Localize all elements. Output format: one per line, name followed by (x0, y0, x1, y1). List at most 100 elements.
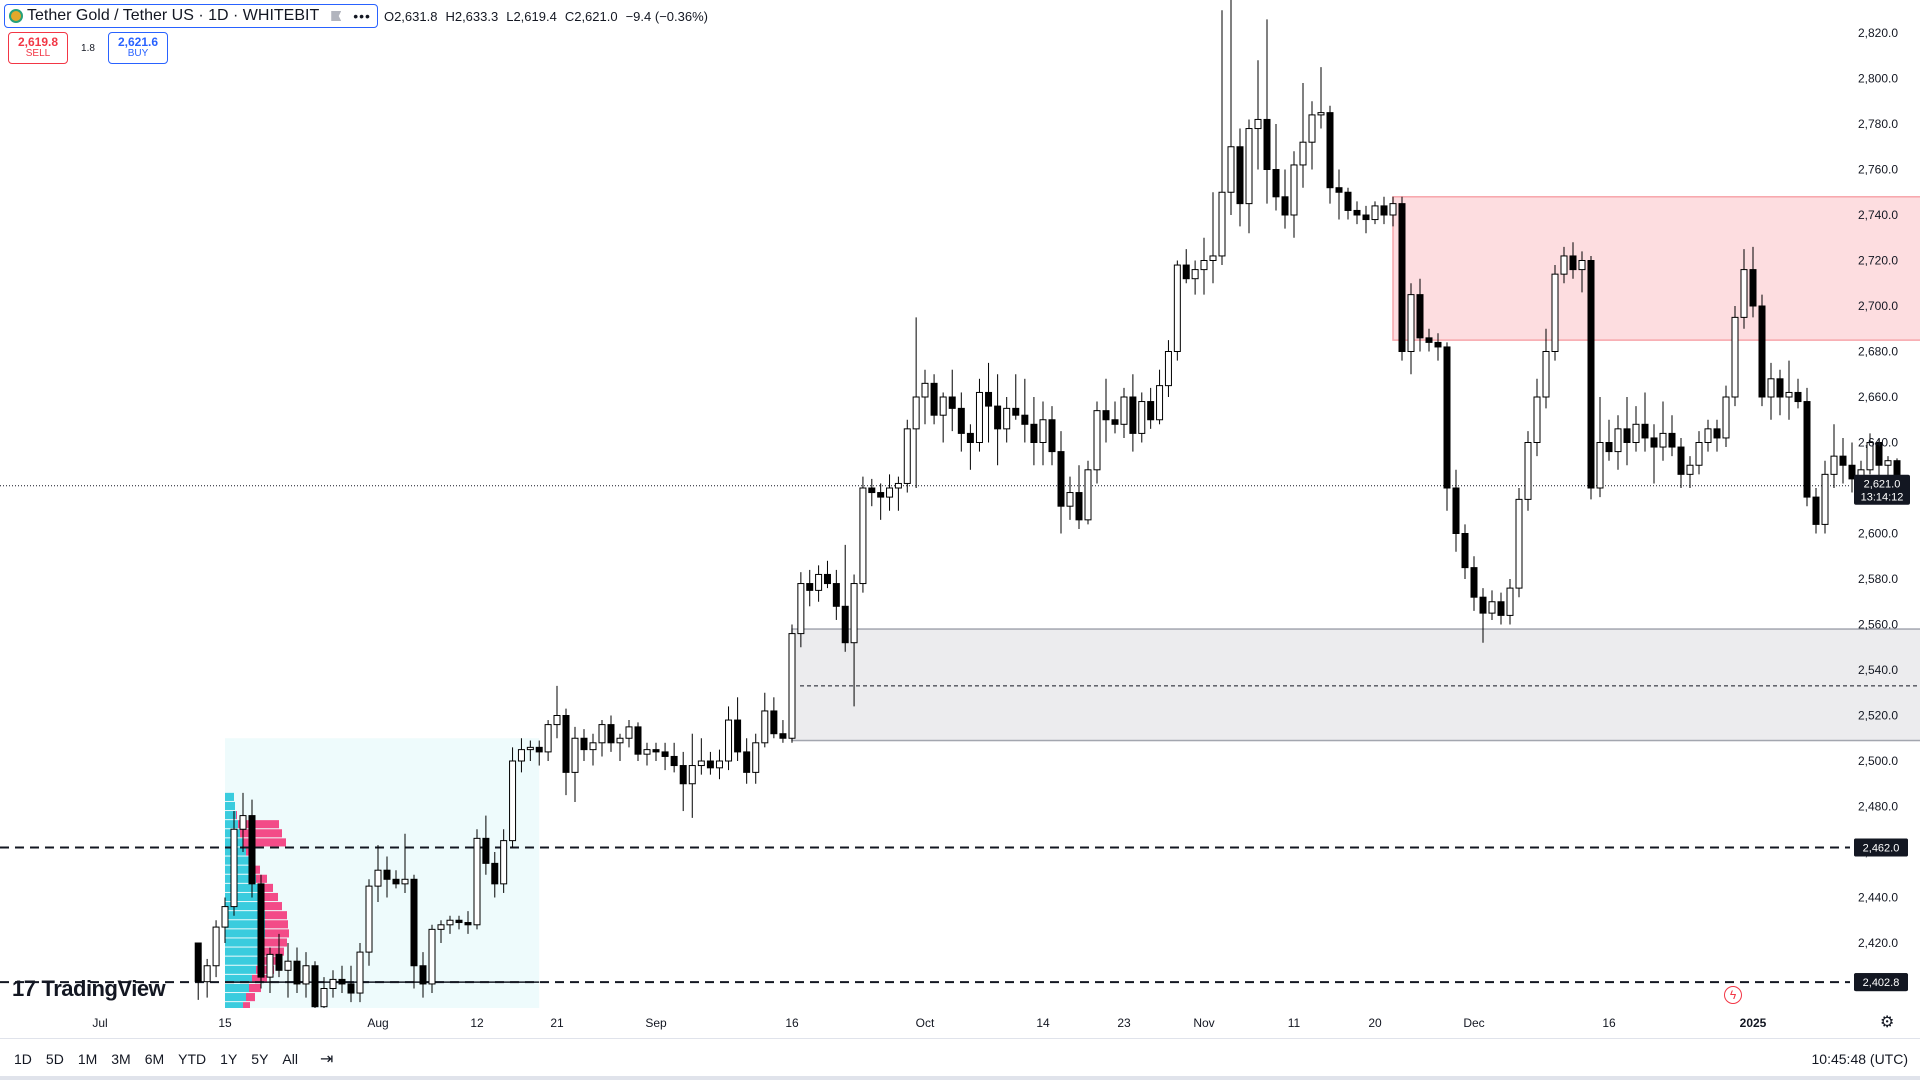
candle[interactable] (1632, 406, 1640, 452)
candle[interactable] (1299, 83, 1307, 188)
tradingview-logo[interactable]: 17 TradingView (12, 976, 166, 1002)
candle[interactable] (1039, 401, 1047, 466)
candle[interactable] (437, 920, 445, 943)
price-chart[interactable]: 2,462.0 2,402.8 2,820.0 2,800.0 2,780.0 2,760… (0, 0, 1920, 1038)
lightning-icon[interactable]: ϟ (1724, 986, 1742, 1004)
candle[interactable] (1218, 10, 1226, 266)
candle[interactable] (957, 392, 965, 452)
candle[interactable] (697, 738, 705, 775)
candle[interactable] (383, 856, 391, 898)
timeframe-ytd[interactable]: YTD (178, 1051, 207, 1067)
candle[interactable] (779, 720, 787, 743)
candle[interactable] (652, 742, 660, 761)
candle[interactable] (761, 692, 769, 748)
candle[interactable] (293, 947, 301, 994)
candle[interactable] (1704, 419, 1712, 452)
candle[interactable] (1407, 283, 1415, 375)
candle[interactable] (356, 943, 364, 1003)
candle[interactable] (1758, 294, 1766, 407)
candle[interactable] (939, 392, 947, 443)
candle[interactable] (1803, 387, 1811, 507)
candle[interactable] (1623, 397, 1631, 466)
candle[interactable] (410, 874, 418, 989)
candle[interactable] (1416, 278, 1424, 352)
candle[interactable] (607, 715, 615, 752)
candle[interactable] (1506, 579, 1514, 625)
candle[interactable] (734, 697, 742, 761)
candle[interactable] (580, 729, 588, 761)
candle[interactable] (797, 572, 805, 648)
calendar-range-icon[interactable]: ⇥ (319, 1051, 334, 1068)
candle[interactable] (473, 829, 481, 930)
candle[interactable] (1138, 392, 1146, 443)
candle[interactable] (1794, 378, 1802, 409)
candle[interactable] (1443, 342, 1451, 511)
candle[interactable] (841, 544, 849, 652)
candle[interactable] (886, 474, 894, 511)
candle[interactable] (1587, 255, 1595, 500)
candle[interactable] (212, 920, 220, 978)
price-axis[interactable] (1850, 0, 1920, 1038)
candle[interactable] (1156, 369, 1164, 425)
candle[interactable] (1111, 401, 1119, 434)
candle[interactable] (1533, 378, 1541, 457)
candle[interactable] (1290, 151, 1298, 238)
candle[interactable] (464, 911, 472, 934)
candle[interactable] (392, 870, 400, 889)
candle[interactable] (482, 815, 490, 875)
candle[interactable] (1326, 105, 1334, 204)
candle[interactable] (1147, 387, 1155, 429)
timeframe-5d[interactable]: 5D (45, 1051, 64, 1067)
candle[interactable] (670, 742, 678, 773)
candle[interactable] (1578, 251, 1586, 293)
candle[interactable] (625, 720, 633, 748)
candle[interactable] (994, 374, 1002, 466)
candle[interactable] (1731, 306, 1739, 407)
candle[interactable] (1245, 119, 1253, 234)
supply-zone[interactable] (1392, 196, 1920, 341)
candle[interactable] (1182, 249, 1190, 284)
candle[interactable] (1641, 392, 1649, 452)
candle[interactable] (248, 799, 256, 898)
candle[interactable] (446, 915, 454, 934)
candle[interactable] (1569, 242, 1577, 279)
candle[interactable] (1308, 101, 1316, 170)
candle[interactable] (284, 943, 292, 998)
candle[interactable] (1362, 205, 1370, 234)
candle[interactable] (1479, 588, 1487, 643)
candle[interactable] (571, 726, 579, 802)
candle[interactable] (1209, 192, 1217, 284)
candle[interactable] (832, 569, 840, 620)
candle[interactable] (975, 378, 983, 452)
candle[interactable] (1515, 488, 1523, 598)
candle[interactable] (1488, 590, 1496, 620)
candle[interactable] (1425, 328, 1433, 352)
gear-icon[interactable]: ⚙ (1880, 1014, 1895, 1031)
candle[interactable] (1614, 415, 1622, 470)
candle[interactable] (688, 733, 696, 818)
candle[interactable] (1272, 124, 1280, 211)
candle[interactable] (770, 697, 778, 739)
candle[interactable] (1659, 401, 1667, 461)
candle[interactable] (1434, 333, 1442, 361)
candle[interactable] (868, 478, 876, 507)
timeframe-6m[interactable]: 6M (144, 1051, 165, 1067)
candle[interactable] (401, 833, 409, 893)
candle[interactable] (1812, 488, 1820, 534)
candle[interactable] (302, 952, 310, 998)
candle[interactable] (230, 811, 238, 916)
candle[interactable] (1551, 265, 1559, 361)
candle[interactable] (1030, 397, 1038, 466)
candle[interactable] (1497, 592, 1505, 625)
candle[interactable] (1389, 196, 1397, 227)
candle[interactable] (859, 476, 867, 593)
timeframe-1d[interactable]: 1D (14, 1051, 32, 1067)
candle[interactable] (598, 720, 606, 757)
candle[interactable] (679, 751, 687, 812)
candle[interactable] (643, 742, 651, 766)
candle[interactable] (1344, 187, 1352, 220)
candle[interactable] (1470, 556, 1478, 611)
candle[interactable] (544, 720, 552, 761)
candle[interactable] (517, 738, 525, 773)
candle[interactable] (725, 706, 733, 771)
